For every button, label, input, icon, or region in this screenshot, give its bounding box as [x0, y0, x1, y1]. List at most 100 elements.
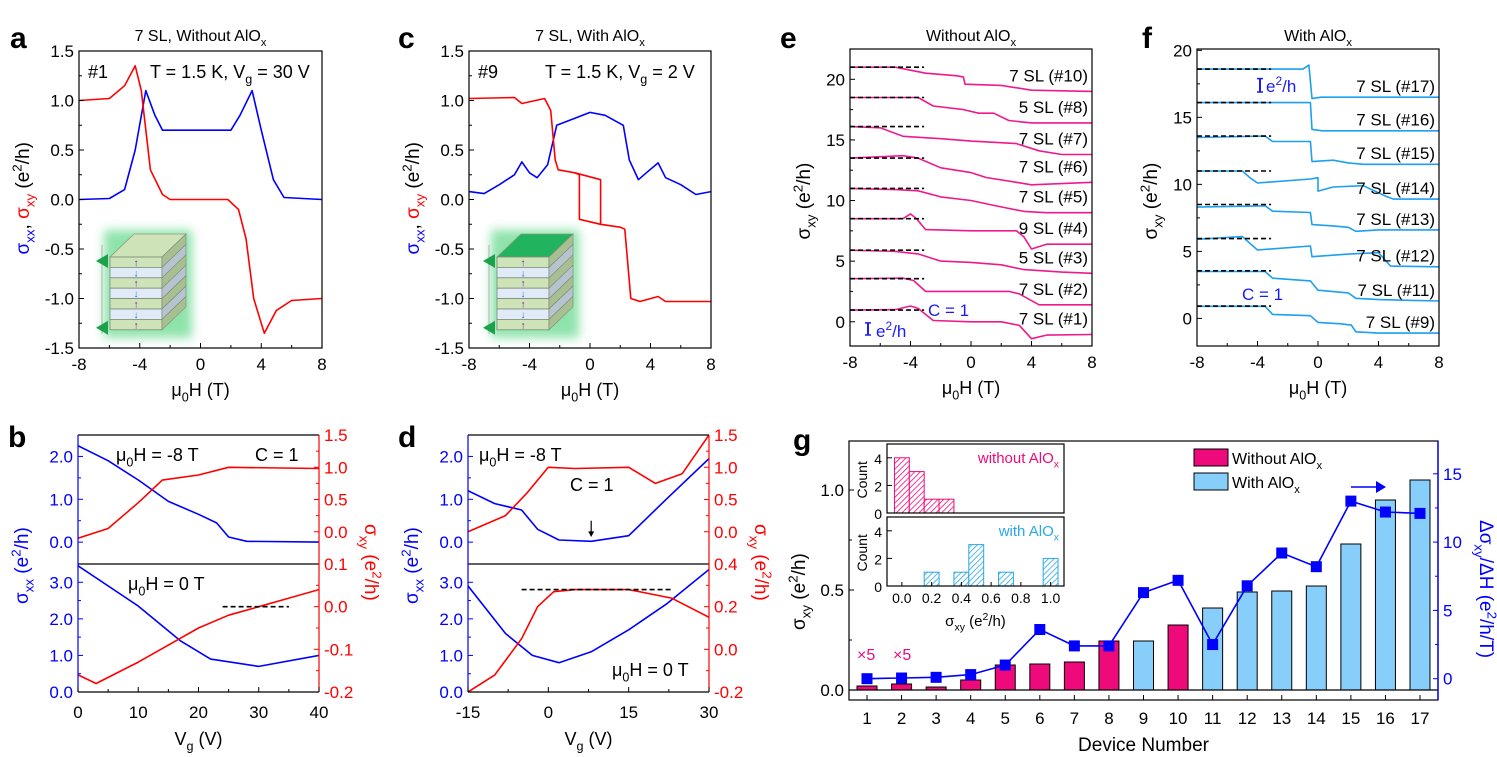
- y-tick-label: 0.0: [50, 191, 74, 210]
- sigma-xy-curve: [1197, 64, 1439, 100]
- panel-title: Without AlOx: [926, 28, 1016, 49]
- sigma-xy-curve: [1197, 205, 1439, 233]
- annotation: μ0H = -8 T: [479, 445, 562, 469]
- y-tick-label: -0.2: [714, 683, 743, 702]
- y-tick-label: 1.0: [49, 646, 73, 665]
- bar-device-13: [1271, 590, 1293, 691]
- histogram-bar: [908, 471, 925, 514]
- right-y-axis-label: σxy (e2/h): [746, 524, 774, 601]
- y-tick-label: 15: [1443, 465, 1462, 484]
- left-y-axis-label: σxx (e2/h): [8, 527, 36, 604]
- edge-state-marker-icon: [483, 254, 495, 268]
- inset-frame: [886, 516, 1065, 587]
- y-tick-label: 2: [874, 551, 882, 567]
- slope-marker-device-8: [1103, 640, 1115, 652]
- data-series: [469, 96, 711, 303]
- x-tick-label: 1: [862, 709, 871, 728]
- slope-marker-device-16: [1379, 506, 1391, 518]
- y-tick-label: 2.0: [49, 610, 73, 629]
- slope-marker-device-5: [999, 659, 1011, 671]
- x-tick-label: 10: [129, 703, 148, 722]
- right-y-axis-label: σxy (e2/h): [356, 524, 384, 601]
- sigma-xx-curve: [468, 568, 709, 664]
- bar-device-6: [1029, 663, 1051, 691]
- y-tick-label: 2.0: [439, 610, 463, 629]
- histogram-bar: [938, 498, 955, 514]
- slope-marker-device-6: [1034, 624, 1046, 636]
- y-tick-label: 1.5: [50, 42, 74, 61]
- inset-x-tick-label: 0.4: [952, 590, 972, 606]
- annotation: T = 1.5 K, Vg = 30 V: [150, 62, 310, 86]
- curve-label: 7 SL (#10): [1009, 66, 1088, 85]
- y-tick-label: 1.0: [440, 92, 464, 111]
- data-series: [79, 65, 322, 335]
- panel-label-g: g: [793, 424, 811, 457]
- y-tick-label: 1.0: [50, 92, 74, 111]
- x-tick-label: 3: [931, 709, 940, 728]
- x-tick-label: 20: [189, 703, 208, 722]
- chern-number-annotation: C = 1: [928, 301, 969, 320]
- legend-swatch-with: [1193, 472, 1229, 491]
- x-tick-label: 8: [1104, 709, 1113, 728]
- y-tick-label: 0.0: [714, 523, 738, 542]
- x-tick-label: -8: [71, 355, 86, 374]
- annotation: μ0H = 0 T: [128, 574, 205, 598]
- x-tick-label: -15: [456, 703, 481, 722]
- histogram-bar: [1042, 557, 1059, 587]
- bar-device-7: [1063, 661, 1085, 691]
- x-tick-label: 4: [1374, 353, 1383, 372]
- y-tick-label: 20: [1173, 41, 1192, 60]
- y-tick-label: 0.0: [324, 598, 348, 617]
- x-tick-label: 11: [1204, 709, 1222, 728]
- sigma-xy-curve: [850, 187, 1092, 214]
- sigma-xy-curve: [850, 213, 1092, 250]
- sigma-xx-curve: [468, 458, 709, 543]
- data-series: [79, 89, 322, 201]
- x-tick-label: 15: [619, 703, 638, 722]
- x-tick-label: 6: [1035, 709, 1044, 728]
- slope-marker-device-17: [1414, 507, 1426, 519]
- arrow-down-icon: ↓: [521, 289, 526, 300]
- x-tick-label: 16: [1376, 709, 1395, 728]
- y-tick-label: -1.5: [45, 339, 74, 358]
- x-tick-label: 8: [706, 355, 715, 374]
- y-tick-label: 0.0: [439, 533, 463, 552]
- y-tick-label: 5: [836, 252, 845, 271]
- x-tick-label: 4: [257, 355, 266, 374]
- panel-label-f: f: [1142, 22, 1153, 55]
- slope-marker-device-14: [1310, 561, 1322, 573]
- x-tick-label: 0: [1313, 353, 1322, 372]
- x-tick-label: -4: [1250, 353, 1265, 372]
- y-tick-label: 0.5: [50, 141, 74, 160]
- bar-device-10: [1167, 624, 1189, 691]
- x-tick-label: 9: [1139, 709, 1148, 728]
- curve-label: 7 SL (#14): [1356, 179, 1435, 198]
- inset-y-axis-label: Count: [854, 534, 870, 571]
- slope-marker-device-11: [1207, 639, 1219, 651]
- x-tick-label: 0: [196, 355, 205, 374]
- y-tick-label: 10: [1443, 533, 1462, 552]
- data-series: [574, 172, 601, 226]
- y-tick-label: 1.0: [439, 646, 463, 665]
- x-tick-label: 0: [966, 353, 975, 372]
- x-tick-label: 8: [1434, 353, 1443, 372]
- sigma-xy-curve: [78, 466, 319, 539]
- scale-factor-annotation: ×5: [857, 647, 875, 664]
- sigma-xx-curve: [78, 444, 319, 543]
- curve-label: 7 SL (#2): [1019, 280, 1088, 299]
- x-axis-label: μ0H (T): [561, 380, 619, 404]
- y-axis-label: σxy (e2/h): [1137, 163, 1165, 240]
- x-axis-label: Vg (V): [564, 729, 612, 753]
- chern-number-annotation: C = 1: [1242, 285, 1283, 304]
- x-tick-label: 0: [544, 703, 553, 722]
- histogram-bar: [968, 544, 985, 587]
- bar-device-14: [1305, 585, 1327, 691]
- y-tick-label: 0: [874, 579, 882, 595]
- x-tick-label: 4: [966, 709, 975, 728]
- x-tick-label: -8: [842, 353, 857, 372]
- panel-title: 7 SL, With AlOx: [535, 28, 645, 49]
- x-tick-label: 5: [1001, 709, 1010, 728]
- x-tick-label: 30: [700, 703, 719, 722]
- x-tick-label: 4: [646, 355, 655, 374]
- bar-device-9: [1133, 640, 1154, 691]
